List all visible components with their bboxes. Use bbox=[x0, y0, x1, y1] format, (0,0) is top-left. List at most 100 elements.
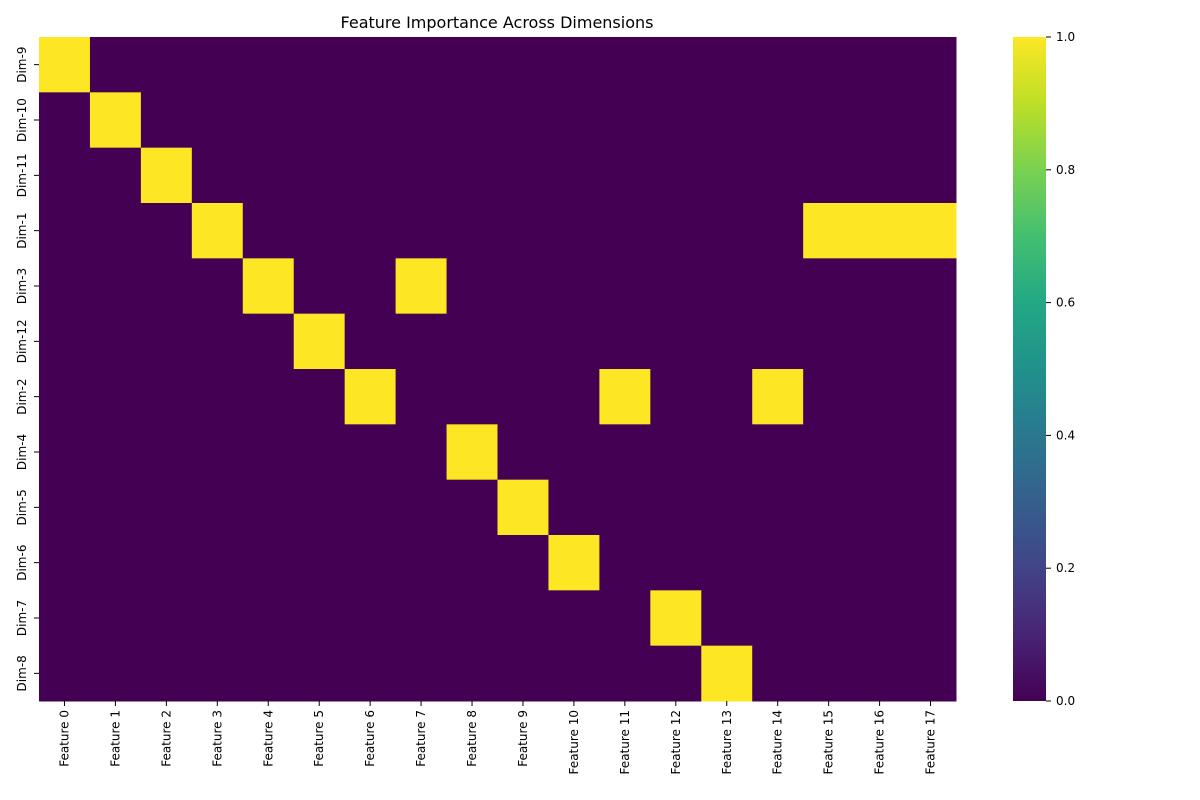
y-tick-label: Dim-9 bbox=[15, 47, 29, 83]
x-tick-label: Feature 1 bbox=[108, 710, 122, 767]
heatmap-cell bbox=[89, 37, 142, 93]
heatmap-cell bbox=[395, 92, 448, 149]
heatmap-cell bbox=[446, 203, 498, 259]
heatmap-cell bbox=[650, 92, 702, 149]
colorbar-tick-label: 0.0 bbox=[1056, 694, 1075, 708]
heatmap-cell bbox=[752, 92, 804, 149]
heatmap-cell bbox=[293, 479, 346, 536]
heatmap-cell bbox=[191, 147, 244, 204]
heatmap-cell bbox=[446, 147, 498, 204]
heatmap-cell bbox=[140, 313, 193, 370]
heatmap-cell bbox=[344, 37, 397, 93]
heatmap-cell bbox=[140, 645, 193, 702]
heatmap-cell bbox=[344, 92, 397, 149]
heatmap-cell bbox=[140, 258, 193, 315]
heatmap-cell bbox=[242, 590, 295, 647]
heatmap-cell bbox=[344, 258, 397, 315]
heatmap-cell bbox=[905, 535, 957, 591]
heatmap-cell bbox=[89, 479, 142, 536]
heatmap-cell bbox=[854, 590, 906, 647]
heatmap-cell bbox=[701, 535, 753, 591]
heatmap-cell bbox=[599, 147, 651, 204]
heatmap-cell bbox=[701, 590, 753, 647]
heatmap-cell bbox=[39, 147, 91, 204]
heatmap-cell bbox=[548, 92, 600, 149]
heatmap-cell bbox=[599, 37, 651, 93]
heatmap-cell bbox=[854, 92, 906, 149]
heatmap-cell bbox=[293, 313, 346, 370]
heatmap-cell bbox=[293, 147, 346, 204]
heatmap-cell bbox=[242, 424, 295, 481]
y-tick-label: Dim-10 bbox=[15, 98, 29, 142]
heatmap-cell bbox=[803, 479, 855, 536]
heatmap-cell bbox=[344, 590, 397, 647]
y-tick-label: Dim-5 bbox=[15, 489, 29, 525]
heatmap-cell bbox=[701, 147, 753, 204]
y-axis: Dim-9 Dim-10 Dim-11 Dim-1 Dim-3 Dim-12 Dim-2 Di… bbox=[15, 47, 39, 691]
heatmap-cell bbox=[191, 37, 244, 93]
heatmap-cell bbox=[293, 369, 346, 425]
heatmap-cell bbox=[497, 645, 549, 702]
heatmap-cell bbox=[446, 258, 498, 315]
heatmap-cell bbox=[803, 535, 855, 591]
heatmap-cell bbox=[344, 203, 397, 259]
heatmap-cell bbox=[752, 258, 804, 315]
heatmap-cell bbox=[599, 92, 651, 149]
heatmap-cell bbox=[446, 645, 498, 702]
heatmap-cell bbox=[650, 147, 702, 204]
heatmap-cell bbox=[395, 258, 448, 315]
heatmap-cell bbox=[140, 479, 193, 536]
heatmap-cell bbox=[599, 535, 651, 591]
heatmap-cell bbox=[701, 369, 753, 425]
y-tick-label: Dim-8 bbox=[15, 655, 29, 691]
heatmap-cell bbox=[803, 203, 855, 259]
heatmap-cell bbox=[191, 535, 244, 591]
x-tick-label: Feature 9 bbox=[516, 710, 530, 767]
y-tick-label: Dim-12 bbox=[15, 319, 29, 363]
heatmap-cell bbox=[650, 590, 702, 647]
y-tick-label: Dim-6 bbox=[15, 545, 29, 581]
heatmap-cell bbox=[752, 590, 804, 647]
heatmap-cell bbox=[905, 92, 957, 149]
y-tick-label: Dim-4 bbox=[15, 434, 29, 470]
heatmap-cell bbox=[89, 258, 142, 315]
heatmap-cell bbox=[395, 424, 448, 481]
heatmap-cell bbox=[446, 424, 498, 481]
heatmap-cell bbox=[548, 203, 600, 259]
heatmap-cell bbox=[701, 203, 753, 259]
heatmap-cell bbox=[548, 37, 600, 93]
heatmap-cell bbox=[395, 535, 448, 591]
y-tick-label: Dim-7 bbox=[15, 600, 29, 636]
heatmap-cell bbox=[701, 424, 753, 481]
heatmap-cell bbox=[854, 424, 906, 481]
colorbar: 0.0 0.2 0.4 0.6 0.8 1.0 bbox=[1013, 30, 1075, 708]
heatmap-cell bbox=[395, 203, 448, 259]
heatmap-cell bbox=[905, 313, 957, 370]
heatmap-cell bbox=[446, 37, 498, 93]
heatmap-cell bbox=[497, 147, 549, 204]
heatmap-cell bbox=[39, 424, 91, 481]
heatmap-cell bbox=[344, 369, 397, 425]
heatmap-cell bbox=[293, 203, 346, 259]
heatmap-cell bbox=[548, 645, 600, 702]
y-tick-label: Dim-2 bbox=[15, 379, 29, 415]
heatmap-cell bbox=[344, 535, 397, 591]
heatmap-cell bbox=[395, 369, 448, 425]
heatmap-cell bbox=[650, 645, 702, 702]
heatmap-cell bbox=[650, 424, 702, 481]
heatmap-cell bbox=[242, 92, 295, 149]
heatmap-cell bbox=[395, 147, 448, 204]
x-tick-label: Feature 12 bbox=[669, 710, 683, 774]
heatmap-cell bbox=[497, 369, 549, 425]
x-tick-label: Feature 11 bbox=[618, 710, 632, 774]
heatmap-cell bbox=[140, 92, 193, 149]
heatmap-cell bbox=[752, 479, 804, 536]
heatmap-cell bbox=[599, 313, 651, 370]
heatmap-cell bbox=[548, 369, 600, 425]
heatmap-cell bbox=[191, 313, 244, 370]
heatmap-cell bbox=[497, 258, 549, 315]
heatmap-cell bbox=[191, 258, 244, 315]
heatmap-cell bbox=[854, 535, 906, 591]
heatmap-cell bbox=[752, 203, 804, 259]
